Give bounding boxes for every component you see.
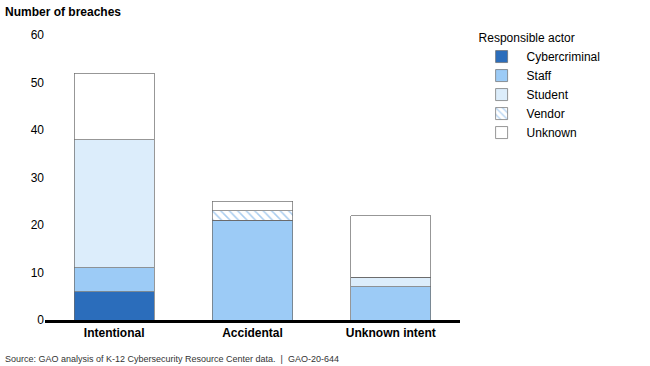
svg-text:Student: Student (527, 88, 569, 102)
svg-text:20: 20 (31, 218, 45, 232)
svg-text:30: 30 (31, 171, 45, 185)
svg-text:Accidental: Accidental (222, 326, 283, 340)
svg-text:Source: GAO analysis of K-12 C: Source: GAO analysis of K-12 Cybersecuri… (5, 354, 339, 364)
svg-text:Number of breaches: Number of breaches (5, 5, 121, 19)
svg-text:Intentional: Intentional (84, 326, 145, 340)
svg-text:Unknown: Unknown (527, 126, 577, 140)
svg-text:10: 10 (31, 266, 45, 280)
svg-text:40: 40 (31, 123, 45, 137)
svg-text:Responsible actor: Responsible actor (479, 31, 575, 45)
svg-text:Unknown intent: Unknown intent (346, 326, 436, 340)
svg-text:0: 0 (37, 313, 44, 327)
svg-text:60: 60 (31, 28, 45, 42)
svg-text:Staff: Staff (527, 69, 552, 83)
svg-text:Cybercriminal: Cybercriminal (527, 50, 600, 64)
svg-text:Vendor: Vendor (527, 107, 565, 121)
svg-text:50: 50 (31, 76, 45, 90)
